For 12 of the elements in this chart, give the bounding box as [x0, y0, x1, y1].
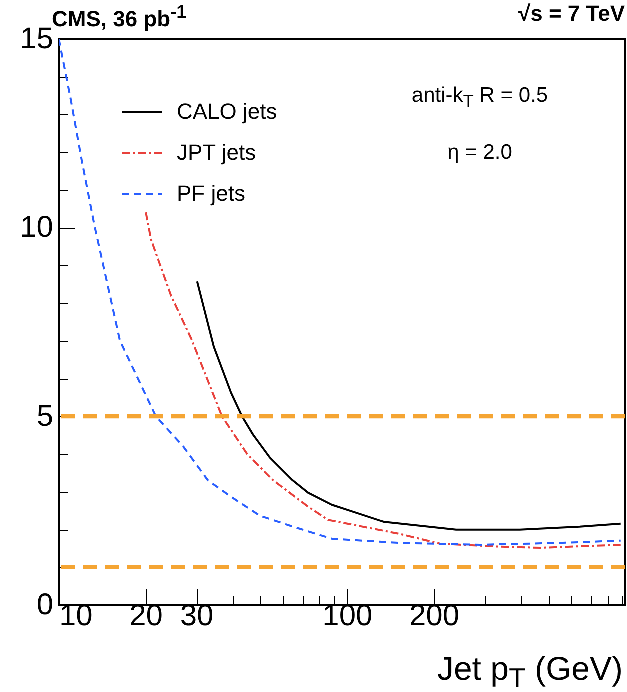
y-tick-label: 5 — [36, 400, 54, 433]
annotation: η = 2.0 — [448, 141, 512, 164]
legend-label: CALO jets — [177, 99, 278, 124]
legend-label: PF jets — [177, 181, 246, 206]
y-tick-label: 10 — [20, 211, 54, 244]
annotation: anti-k$_{T}$ R = 0.5 — [412, 84, 548, 112]
y-tick-label: 0 — [36, 588, 54, 622]
legend-label: JPT jets — [177, 140, 256, 165]
y-tick-label: 15 — [20, 22, 54, 56]
text: √s = 7 TeV — [518, 1, 625, 26]
x-axis-title: Jet p$_{T}$ (GeV) — [437, 650, 623, 692]
chart-title: CMS, 36 pb$^{-1}$ — [52, 1, 187, 32]
